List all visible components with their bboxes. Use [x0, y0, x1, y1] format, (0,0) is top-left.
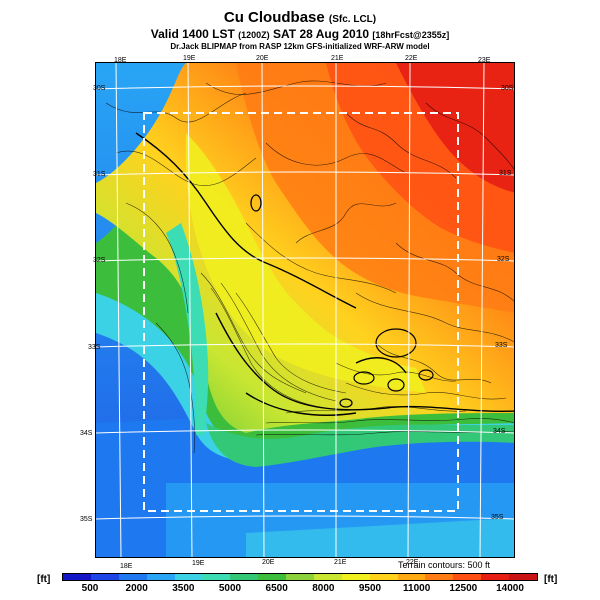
terrain-contours	[105, 80, 514, 454]
red-zone	[396, 63, 514, 193]
lon-label-bottom-19e: 19E	[192, 560, 205, 567]
title-main: Cu Cloudbase	[223, 9, 325, 26]
lon-label-bottom-22e: 22E	[406, 559, 419, 566]
valid-date: SAT 28 Aug 2010	[273, 27, 370, 41]
color-scale-segment	[118, 574, 147, 580]
southern-ocean-band-3	[246, 518, 514, 557]
color-scale-tick-label: 3500	[172, 583, 195, 594]
valid-zulu: (1200Z)	[238, 30, 270, 40]
color-scale-tick-label: 8000	[312, 583, 335, 594]
lon-label-bottom-18e: 18E	[120, 563, 133, 570]
color-scale-tick-label: 11000	[403, 583, 431, 594]
west-coast-strip	[166, 223, 209, 435]
lon-label-top-23e: 23E	[478, 57, 491, 64]
lon-label-top-18e: 18E	[114, 57, 127, 64]
color-scale-segment	[397, 574, 426, 580]
lon-label-bottom-21e: 21E	[334, 559, 347, 566]
lat-label-right-35s: 35S	[491, 514, 504, 521]
lat-label-right-32s: 32S	[497, 256, 510, 263]
legend-unit-right: [ft]	[544, 574, 558, 585]
color-scale-segment	[174, 574, 203, 580]
color-scale-segment	[286, 574, 314, 580]
color-scale-segment	[230, 574, 259, 580]
south-coast-strip	[206, 423, 514, 467]
color-scale-tick-label: 12500	[449, 583, 478, 594]
closed-contours	[250, 194, 434, 408]
cloudbase-map	[95, 62, 515, 558]
color-scale-segment	[63, 574, 91, 580]
color-scale-segment	[509, 574, 537, 580]
color-scale-tick-label: 9500	[358, 583, 382, 594]
color-scale-tick-label: 2000	[125, 583, 148, 594]
lat-label-left-35s: 35S	[80, 516, 93, 523]
map-title: Cu Cloudbase (Sfc. LCL)	[0, 10, 600, 28]
color-scale-segment	[202, 574, 231, 580]
lat-label-right-33s: 33S	[495, 342, 508, 349]
lon-label-top-22e: 22E	[405, 55, 418, 62]
forecast-info: [18hrFcst@2355z]	[372, 30, 450, 40]
lon-label-bottom-20e: 20E	[262, 559, 275, 566]
color-scale-bar	[62, 573, 538, 581]
lat-label-right-34s: 34S	[493, 428, 506, 435]
graticule	[96, 63, 514, 557]
lon-label-top-20e: 20E	[256, 55, 269, 62]
terrain-contour-note: Terrain contours: 500 ft	[398, 560, 491, 570]
lat-label-right-31s: 31S	[499, 170, 512, 177]
color-scale-segment	[258, 574, 286, 580]
color-scale-segment	[90, 574, 119, 580]
color-scale-segment	[481, 574, 509, 580]
model-credit: Dr.Jack BLIPMAP from RASP 12km GFS-initi…	[170, 42, 430, 51]
color-scale-tick-label: 500	[81, 583, 99, 594]
lat-label-left-34s: 34S	[80, 430, 93, 437]
color-scale-segment	[313, 574, 342, 580]
lon-label-top-19e: 19E	[183, 55, 196, 62]
color-scale-tick-label: 5000	[218, 583, 242, 594]
color-scale-segment	[369, 574, 398, 580]
lat-label-left-33s: 33S	[88, 344, 101, 351]
legend-unit-left: [ft]	[37, 574, 51, 585]
valid-time: Valid 1400 LST	[150, 27, 235, 41]
color-scale-segment	[453, 574, 482, 580]
lat-label-right-30s: 30S	[501, 85, 514, 92]
color-scale-segment	[341, 574, 370, 580]
lon-label-top-21e: 21E	[331, 55, 344, 62]
major-contours	[135, 132, 514, 416]
title-qualifier: (Sfc. LCL)	[328, 14, 377, 25]
color-scale-tick-label: 14000	[496, 583, 524, 594]
lat-label-left-32s: 32S	[93, 257, 106, 264]
inner-domain-box	[143, 112, 459, 512]
map-svg	[96, 63, 514, 557]
lat-label-left-31s: 31S	[93, 171, 106, 178]
yellow-zone	[185, 133, 426, 393]
color-scale-segment	[146, 574, 175, 580]
valid-time-line: Valid 1400 LST (1200Z) SAT 28 Aug 2010 […	[0, 27, 600, 42]
lat-label-left-30s: 30S	[93, 85, 106, 92]
color-scale-tick-label: 6500	[265, 583, 288, 594]
color-scale-segment	[425, 574, 454, 580]
